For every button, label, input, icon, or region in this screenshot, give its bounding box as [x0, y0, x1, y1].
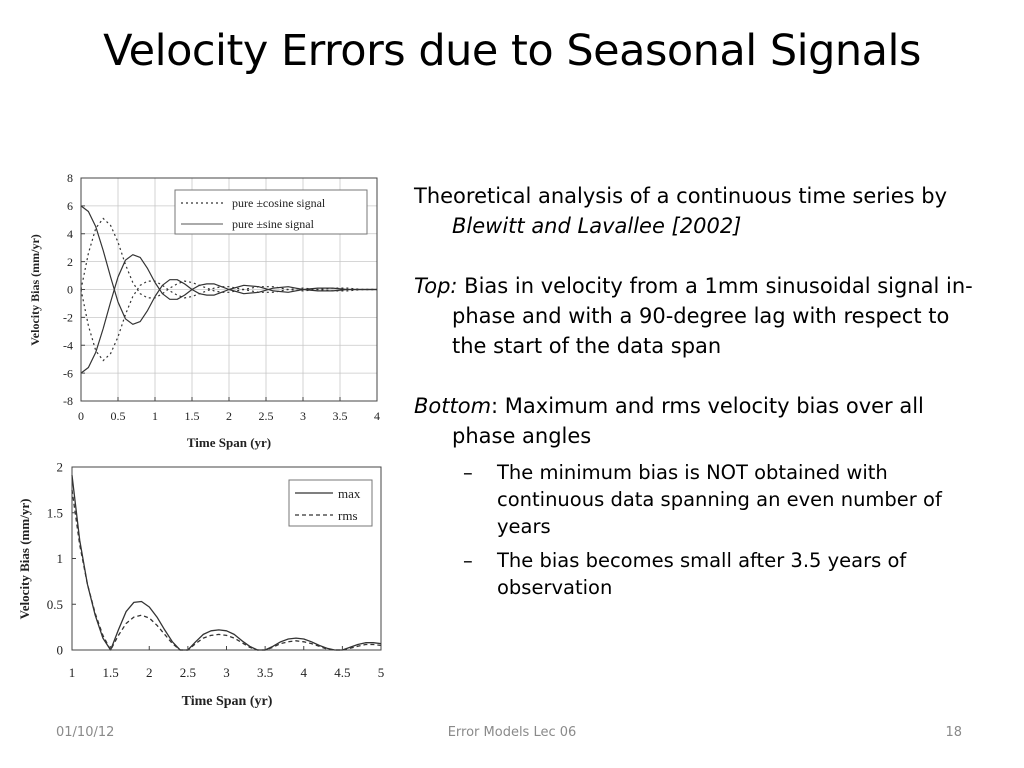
- y-tick-label: -6: [63, 366, 73, 380]
- y-tick-label: 8: [67, 171, 73, 185]
- slide-title: Velocity Errors due to Seasonal Signals: [103, 26, 921, 76]
- y-tick-label: 0: [57, 643, 64, 658]
- legend-max-label: max: [338, 486, 361, 501]
- bullet-dash: –: [463, 461, 473, 484]
- x-tick-label: 4: [374, 409, 380, 423]
- bottom-chart-series: [71, 475, 382, 651]
- x-tick-label: 2.5: [180, 665, 196, 680]
- explanation-text: Theoretical analysis of a continuous tim…: [414, 181, 974, 601]
- y-tick-label: 2: [57, 460, 64, 475]
- slide-number: 18: [945, 725, 962, 740]
- x-tick-label: 3.5: [333, 409, 348, 423]
- series-line-pure-cosine-signal-0: [80, 217, 377, 299]
- bottom-text: : Maximum and rms velocity bias over all…: [452, 394, 924, 448]
- x-tick-label: 1.5: [103, 665, 119, 680]
- bullet-item: – The minimum bias is NOT obtained with c…: [414, 459, 974, 540]
- y-tick-label: 2: [67, 255, 73, 269]
- series-line-pure-cosine-signal-1: [80, 280, 377, 362]
- citation: Blewitt and Lavallee [2002]: [452, 214, 742, 238]
- y-tick-label: 0: [67, 283, 73, 297]
- x-tick-label: 0: [78, 409, 84, 423]
- y-tick-label: 1.5: [47, 505, 63, 520]
- bottom-label: Bottom: [414, 394, 492, 418]
- top-velocity-bias-chart: 0 0.5 1 1.5 2 2.5 3 3.5 4 -8 -6 -4 -2 0 2 4 6 8 pure ±cos…: [28, 171, 380, 450]
- bottom-chart-tick-labels: 1 1.5 2 2.5 3 3.5 4 4.5 5 0 0.5 1 1.5 2: [47, 460, 385, 680]
- top-chart-x-axis-label: Time Span (yr): [187, 435, 271, 450]
- bullet-text: The bias becomes small after 3.5 years o…: [497, 549, 907, 599]
- y-tick-label: 4: [67, 227, 73, 241]
- x-tick-label: 3: [223, 665, 230, 680]
- bottom-chart-x-axis-label: Time Span (yr): [182, 694, 273, 709]
- y-tick-label: 6: [67, 199, 73, 213]
- x-tick-label: 1: [69, 665, 76, 680]
- y-tick-label: -4: [63, 338, 73, 352]
- x-tick-label: 4: [301, 665, 308, 680]
- series-line-rms-1: [71, 489, 382, 651]
- top-chart-series: [80, 205, 377, 374]
- x-tick-label: 1: [152, 409, 158, 423]
- top-chart-legend-box: [174, 189, 368, 235]
- y-tick-label: 0.5: [47, 597, 63, 612]
- footer-title: Error Models Lec 06: [447, 725, 577, 740]
- x-tick-label: 2: [226, 409, 232, 423]
- x-tick-label: 1.5: [185, 409, 200, 423]
- bullet-text: The minimum bias is NOT obtained with co…: [497, 461, 942, 538]
- legend-sine-label: pure ±sine signal: [232, 217, 315, 231]
- bottom-chart-y-axis-label: Velocity Bias (mm/yr): [17, 499, 32, 620]
- bottom-chart-legend: max rms: [288, 479, 373, 527]
- top-label: Top:: [414, 274, 458, 298]
- top-description: Top: Bias in velocity from a 1mm sinusoi…: [414, 271, 974, 361]
- y-tick-label: -2: [63, 311, 73, 325]
- bullet-item: – The bias becomes small after 3.5 years …: [414, 547, 974, 601]
- y-tick-label: -8: [63, 394, 73, 408]
- top-chart-tick-labels: 0 0.5 1 1.5 2 2.5 3 3.5 4 -8 -6 -4 -2 0 2 4 6 8: [63, 171, 380, 423]
- x-tick-label: 3.5: [257, 665, 273, 680]
- top-chart-legend: pure ±cosine signal pure ±sine signal: [174, 189, 368, 235]
- legend-cosine-label: pure ±cosine signal: [232, 196, 326, 210]
- bottom-chart-legend-box: [288, 479, 373, 527]
- x-tick-label: 3: [300, 409, 306, 423]
- top-chart-y-axis-label: Velocity Bias (mm/yr): [28, 234, 42, 346]
- series-line-pure-sine-signal-3: [80, 254, 377, 374]
- x-tick-label: 2: [146, 665, 153, 680]
- x-tick-label: 5: [378, 665, 385, 680]
- bullet-dash: –: [463, 549, 473, 572]
- intro-text: Theoretical analysis of a continuous tim…: [414, 184, 948, 208]
- bottom-description: Bottom: Maximum and rms velocity bias ov…: [414, 391, 974, 451]
- footer-date: 01/10/12: [56, 725, 115, 740]
- x-tick-label: 4.5: [334, 665, 350, 680]
- y-tick-label: 1: [57, 551, 64, 566]
- top-text: Bias in velocity from a 1mm sinusoidal s…: [452, 274, 973, 358]
- bottom-velocity-bias-chart: 1 1.5 2 2.5 3 3.5 4 4.5 5 0 0.5 1 1.5 2 max rms Time …: [17, 460, 385, 709]
- x-tick-label: 0.5: [111, 409, 126, 423]
- x-tick-label: 2.5: [259, 409, 274, 423]
- legend-rms-label: rms: [338, 508, 358, 523]
- intro-paragraph: Theoretical analysis of a continuous tim…: [414, 181, 974, 241]
